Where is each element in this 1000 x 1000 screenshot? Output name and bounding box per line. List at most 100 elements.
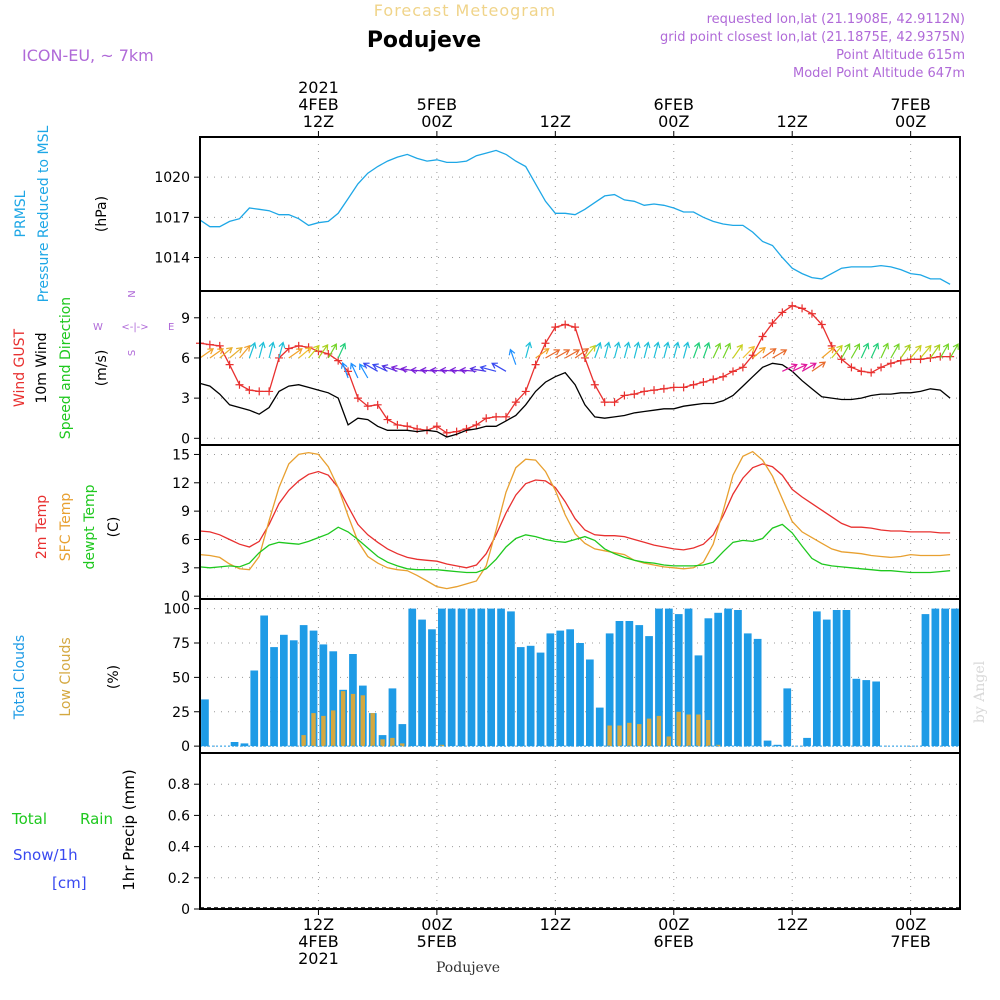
temperature-side-labels: 2m Temp SFC Temp dewpt Temp (C) [34, 484, 122, 569]
wind-direction-label: Speed and Direction [58, 297, 74, 439]
gust-marker [482, 414, 491, 423]
wind-arrow [308, 344, 320, 359]
gust-marker [699, 378, 708, 387]
bar-total-clouds [665, 608, 673, 747]
info-point-altitude: Point Altitude 615m [836, 48, 965, 63]
time-label-top: 6FEB [654, 95, 694, 114]
wind-arrow [390, 365, 408, 372]
location-title: Podujeve [367, 28, 481, 53]
bar-total-clouds [625, 621, 634, 747]
y-tick-label: 1017 [154, 210, 190, 226]
bar-low-clouds [686, 714, 691, 747]
bar-total-clouds [931, 608, 940, 747]
gust-marker [590, 380, 599, 389]
bar-total-clouds [951, 608, 959, 747]
compass-east: E [168, 322, 174, 333]
precip-side-labels: Total Rain Snow/1h [cm] 1hr Precip (mm) [11, 769, 138, 892]
pressure-label-long: Pressure Reduced to MSL [36, 125, 52, 302]
precip-total-label: Total [11, 810, 47, 828]
gust-marker [788, 301, 797, 310]
bar-total-clouds [438, 608, 446, 747]
gust-marker [857, 367, 866, 376]
wind-arrow [327, 343, 337, 359]
time-label-bottom: 00Z [895, 915, 926, 934]
bar-total-clouds [556, 630, 565, 747]
wind-unit-label: (m/s) [94, 350, 110, 387]
time-label-bottom: 5FEB [417, 932, 457, 951]
pressure-side-labels: PRMSL Pressure Reduced to MSL (hPa) [13, 125, 110, 302]
time-label-bottom: 4FEB [298, 932, 338, 951]
gust-marker [719, 372, 728, 381]
temp-dewpt-label: dewpt Temp [82, 484, 98, 569]
bar-low-clouds [390, 737, 395, 747]
wind-arrow [860, 342, 870, 359]
wind-arrow [929, 343, 941, 359]
time-label-top: 12Z [777, 112, 808, 131]
bar-low-clouds [311, 713, 316, 747]
wind-arrow [248, 341, 257, 359]
y-tick-label: 0.2 [168, 871, 190, 887]
bar-low-clouds [370, 713, 375, 747]
y-tick-label: 0 [181, 739, 190, 755]
bar-low-clouds [646, 718, 652, 747]
bar-total-clouds [704, 618, 713, 747]
gust-marker [669, 383, 678, 392]
gust-marker [511, 398, 520, 407]
bar-total-clouds [734, 610, 742, 747]
bar-total-clouds [418, 619, 426, 747]
bar-low-clouds [301, 735, 306, 747]
gust-marker [689, 380, 698, 389]
time-label-bottom: 6FEB [654, 932, 694, 951]
wind-arrow [870, 342, 880, 359]
gust-marker [886, 359, 895, 368]
y-tick-label: 50 [172, 670, 190, 686]
wind-side-labels: Wind GUST 10m Wind Speed and Direction (… [12, 290, 174, 439]
bar-total-clouds [941, 608, 949, 747]
gust-marker [600, 398, 609, 407]
time-label-top: 00Z [895, 112, 926, 131]
compass-cross: <-|-> [121, 322, 148, 333]
y-tick-label: 0 [181, 431, 190, 447]
wind-arrow [653, 341, 661, 359]
gust-marker [501, 412, 510, 421]
pressure-unit-label: (hPa) [94, 196, 110, 232]
bar-total-clouds [605, 633, 614, 747]
gust-marker [205, 340, 214, 349]
wind-arrow [439, 366, 457, 374]
wind-arrow [535, 348, 550, 359]
wind-arrow [525, 341, 533, 359]
wind-gust-label: Wind GUST [12, 328, 28, 407]
wind-arrow [209, 348, 224, 359]
bar-low-clouds [400, 743, 405, 747]
wind-arrow [400, 365, 418, 373]
gust-marker [363, 402, 372, 411]
bar-total-clouds [743, 633, 752, 747]
bar-total-clouds [299, 625, 308, 747]
wind-arrow [752, 346, 766, 359]
gust-marker [728, 367, 737, 376]
bar-total-clouds [240, 743, 249, 747]
time-label-bottom: 12Z [303, 915, 334, 934]
bar-total-clouds [822, 619, 831, 747]
wind-arrow [742, 345, 756, 359]
bar-total-clouds [250, 670, 259, 747]
gust-marker [531, 360, 540, 369]
panel-frame-wind [199, 290, 961, 446]
gust-marker [807, 309, 816, 318]
precip-snow-label: Snow/1h [13, 846, 78, 864]
series-line-sfc-temp [199, 450, 951, 590]
time-label-top: 12Z [303, 112, 334, 131]
wind-arrow [772, 349, 788, 359]
gust-marker [561, 320, 570, 329]
pressure-label-prmsl: PRMSL [13, 190, 29, 237]
wind-arrow [288, 348, 303, 359]
wind-arrow [613, 341, 621, 359]
gust-marker [521, 387, 530, 396]
compass-west: W [93, 322, 103, 333]
wind-arrow [702, 341, 711, 359]
bar-low-clouds [331, 710, 336, 747]
model-label: ICON-EU, ~ 7km [22, 46, 154, 65]
bar-low-clouds [360, 695, 365, 747]
y-tick-label: 75 [172, 636, 190, 652]
wind-arrow [841, 343, 851, 359]
